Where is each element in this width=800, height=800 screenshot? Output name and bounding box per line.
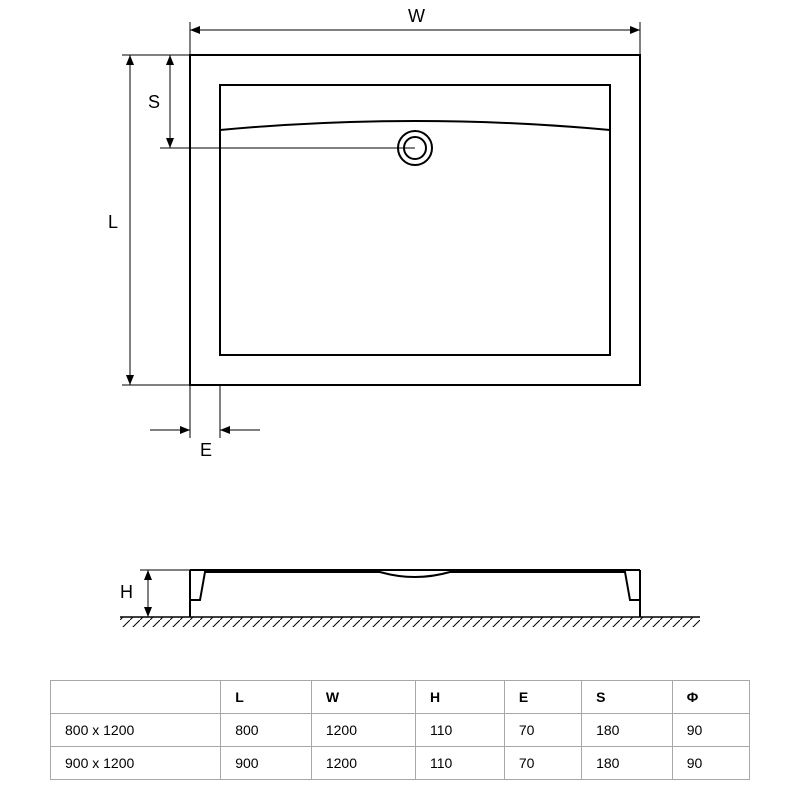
col-E: E [504, 681, 581, 714]
dimensions-table: L W H E S Φ 800 x 1200 800 1200 110 70 1… [50, 680, 750, 780]
cell-model: 800 x 1200 [51, 714, 221, 747]
label-W: W [408, 6, 425, 27]
dimensions-table-area: L W H E S Φ 800 x 1200 800 1200 110 70 1… [0, 680, 800, 780]
cell-S: 180 [582, 714, 673, 747]
col-W: W [311, 681, 415, 714]
dimension-E [150, 385, 260, 438]
cell-L: 800 [221, 714, 312, 747]
cell-phi: 90 [672, 747, 749, 780]
label-E: E [200, 440, 212, 461]
col-S: S [582, 681, 673, 714]
cell-H: 110 [416, 747, 505, 780]
col-phi: Φ [672, 681, 749, 714]
col-model [51, 681, 221, 714]
drawing-svg [0, 0, 800, 680]
cell-E: 70 [504, 747, 581, 780]
technical-drawing: W L S E H [0, 0, 800, 680]
label-S: S [148, 92, 160, 113]
col-L: L [221, 681, 312, 714]
table-row: 900 x 1200 900 1200 110 70 180 90 [51, 747, 750, 780]
cell-L: 900 [221, 747, 312, 780]
dimension-H [140, 570, 190, 617]
table-header-row: L W H E S Φ [51, 681, 750, 714]
cell-W: 1200 [311, 747, 415, 780]
cell-W: 1200 [311, 714, 415, 747]
cell-phi: 90 [672, 714, 749, 747]
tray-arc [220, 121, 610, 130]
table-row: 800 x 1200 800 1200 110 70 180 90 [51, 714, 750, 747]
cell-E: 70 [504, 714, 581, 747]
cell-H: 110 [416, 714, 505, 747]
cell-S: 180 [582, 747, 673, 780]
cell-model: 900 x 1200 [51, 747, 221, 780]
tray-outer-edge [190, 55, 640, 385]
dimension-S [160, 55, 415, 148]
label-H: H [120, 582, 133, 603]
label-L: L [108, 212, 118, 233]
col-H: H [416, 681, 505, 714]
side-view [120, 570, 700, 627]
